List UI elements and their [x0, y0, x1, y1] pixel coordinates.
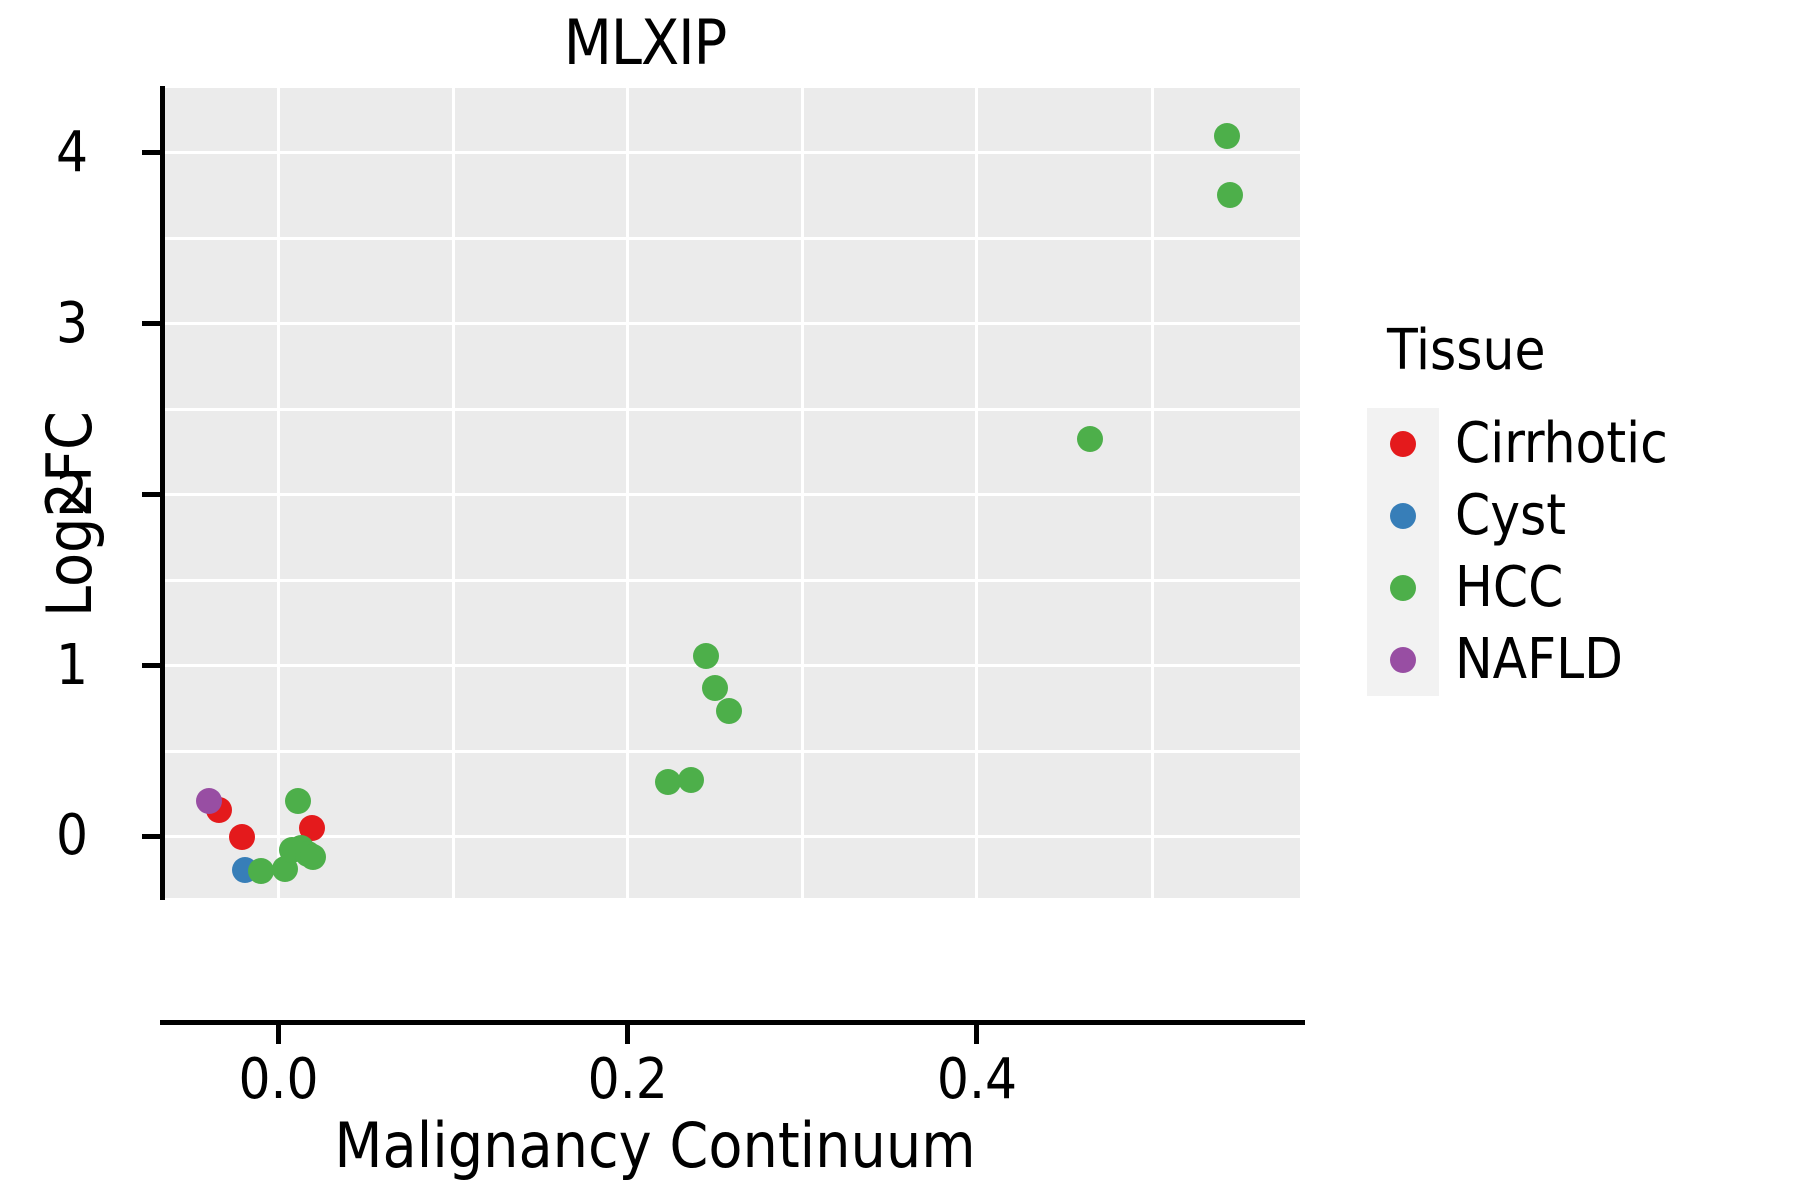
- data-point: [1217, 181, 1244, 208]
- page-title: MLXIP: [563, 6, 727, 79]
- gridline-y-minor: [165, 579, 1300, 583]
- data-point: [677, 767, 704, 794]
- legend-dot-icon: [1390, 503, 1416, 529]
- legend-key-swatch: [1367, 624, 1439, 696]
- y-tick-label: 4: [55, 119, 88, 185]
- plot-panel: [165, 88, 1300, 898]
- gridline-y-minor: [165, 408, 1300, 412]
- legend-key-swatch: [1367, 480, 1439, 552]
- gridline-y-major: [165, 664, 1300, 668]
- x-tick-label: 0.2: [587, 1047, 668, 1112]
- x-axis-label: Malignancy Continuum: [334, 1109, 976, 1182]
- x-tick-label: 0.4: [936, 1047, 1017, 1112]
- data-point: [228, 823, 255, 850]
- legend: Tissue Cirrhotic Cyst HCC NAFLD: [1367, 320, 1787, 696]
- legend-dot-icon: [1390, 575, 1416, 601]
- data-point: [1213, 122, 1240, 149]
- data-point: [716, 698, 742, 725]
- gridline-y-major: [165, 151, 1300, 155]
- legend-key-swatch: [1367, 552, 1439, 624]
- legend-item-cirrhotic[interactable]: Cirrhotic: [1367, 408, 1787, 480]
- x-tick-mark: [974, 1025, 980, 1044]
- x-tick-label: 0.0: [238, 1047, 319, 1112]
- data-point: [693, 642, 720, 669]
- legend-entries: Cirrhotic Cyst HCC NAFLD: [1367, 408, 1787, 696]
- data-point: [300, 844, 327, 871]
- gridline-y-major: [165, 493, 1300, 497]
- gridline-x-major: [626, 88, 630, 898]
- x-tick-mark: [276, 1025, 281, 1044]
- y-tick-mark: [142, 321, 161, 327]
- gridline-y-minor: [165, 237, 1300, 241]
- legend-item-cyst[interactable]: Cyst: [1367, 480, 1787, 552]
- legend-item-label: HCC: [1455, 555, 1564, 620]
- data-point: [195, 788, 222, 815]
- legend-item-label: NAFLD: [1455, 627, 1623, 692]
- gridline-y-major: [165, 834, 1300, 838]
- y-tick-label: 2: [55, 461, 88, 527]
- y-tick-mark: [142, 833, 161, 839]
- data-point: [654, 769, 681, 796]
- data-point: [702, 674, 729, 701]
- gridline-x-minor: [452, 88, 456, 898]
- y-tick-mark: [142, 150, 161, 156]
- x-axis-line: [160, 1020, 1305, 1025]
- y-tick-mark: [142, 492, 161, 498]
- legend-item-hcc[interactable]: HCC: [1367, 552, 1787, 624]
- legend-key-swatch: [1367, 408, 1439, 480]
- gridline-x-major: [277, 88, 280, 898]
- gridline-x-major: [975, 88, 979, 898]
- y-axis-label: Log2FC: [33, 410, 106, 618]
- data-point: [248, 857, 275, 884]
- y-tick-label: 1: [55, 632, 88, 698]
- y-tick-label: 0: [55, 803, 88, 869]
- legend-title: Tissue: [1387, 318, 1546, 383]
- legend-item-label: Cyst: [1455, 483, 1566, 548]
- gridline-y-major: [165, 322, 1300, 326]
- y-tick-label: 3: [55, 290, 88, 356]
- gridline-y-minor: [165, 750, 1300, 754]
- legend-dot-icon: [1390, 431, 1416, 457]
- data-point: [284, 788, 311, 815]
- gridline-x-minor: [1150, 88, 1154, 898]
- y-tick-mark: [142, 663, 161, 669]
- legend-dot-icon: [1390, 647, 1416, 673]
- legend-item-nafld[interactable]: NAFLD: [1367, 624, 1787, 696]
- gridline-x-minor: [801, 88, 805, 898]
- y-axis-line: [160, 86, 165, 900]
- x-tick-mark: [625, 1025, 631, 1044]
- data-point: [1077, 426, 1104, 453]
- legend-item-label: Cirrhotic: [1455, 411, 1668, 476]
